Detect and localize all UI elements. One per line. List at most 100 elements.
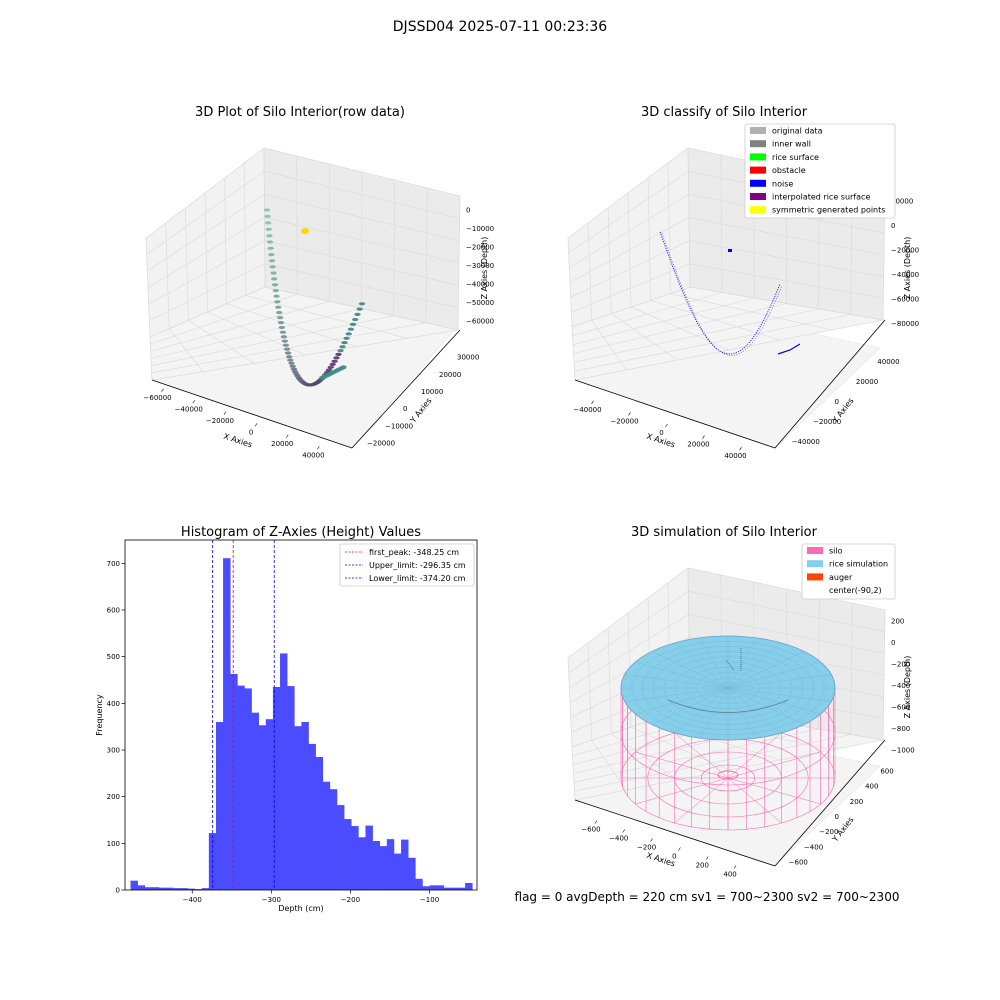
plot2-z-tick-label: 20000: [891, 197, 913, 205]
plot4-y-axis: [574, 799, 776, 867]
plot2-legend-label: symmetric generated points: [772, 206, 885, 215]
plot1-zlabel: Z Axies (Depth): [480, 237, 489, 300]
hist-bar: [180, 888, 188, 890]
plot2-z-axis: [774, 319, 886, 449]
hist-bar: [151, 887, 160, 890]
plot1-x-tick: [192, 400, 195, 404]
plot1-point: [264, 214, 271, 218]
plot4-title: 3D simulation of Silo Interior: [631, 525, 818, 540]
plot1-point: [284, 351, 292, 355]
hist-bar: [194, 889, 203, 890]
plot4-x-tick-label: 0: [672, 853, 676, 861]
plot4-z-tick-label: −400: [891, 682, 910, 690]
plot2-legend: original data inner wall rice surface obsta…: [744, 123, 896, 219]
hist-bar: [258, 725, 267, 890]
plot1-point: [356, 307, 363, 311]
plot1-x-tick: [161, 388, 164, 392]
plot2-grid: [574, 314, 851, 372]
plot3-legend-label: Lower_limit: -374.20 cm: [369, 574, 466, 583]
plot2-y-axis: [574, 379, 776, 449]
plot-histogram: Histogram of Z-Axies (Height) Values −40…: [95, 525, 478, 913]
plot2-noise-curve: [777, 343, 801, 355]
plot1-point: [277, 321, 285, 325]
plot1-x-tick-label: 20000: [271, 440, 293, 448]
plot1-point: [327, 365, 334, 369]
plot1-point: [329, 362, 336, 366]
plot2-legend-swatch: [750, 140, 766, 148]
hist-bar: [386, 839, 395, 890]
plot1-x-tick-label: −40000: [175, 405, 203, 413]
plot2-z-tick-label: −40000: [891, 271, 919, 279]
plot2-y-tick-label: −40000: [792, 438, 820, 446]
hist-bar: [379, 846, 388, 890]
plot2-x-tick: [665, 423, 668, 428]
plot3-y-tick-label: 600: [107, 607, 120, 615]
plot4-x-tick: [650, 838, 653, 842]
plot4-y-tick-label: 400: [865, 783, 878, 791]
plot1-point: [279, 330, 287, 334]
plot2-x-tick-label: 0: [659, 429, 663, 437]
hist-bar: [465, 883, 473, 890]
rice-mesh-spoke: [700, 637, 729, 689]
plot2-x-tick-label: 20000: [687, 441, 709, 449]
plot1-point: [341, 341, 348, 345]
plot1-grid: [457, 195, 461, 331]
hist-bar: [450, 887, 459, 890]
plot3-y-tick-label: 200: [107, 793, 120, 801]
plot1-point: [275, 305, 282, 309]
hist-bar: [329, 789, 338, 890]
plot4-x-tick-label: −400: [609, 835, 628, 843]
plot1-x-tick-label: −20000: [206, 417, 234, 425]
plot1-point: [287, 358, 294, 362]
plot1-point: [271, 283, 279, 287]
plot1-point: [269, 265, 276, 269]
plot1-point: [281, 339, 289, 343]
plot1-yellow-cluster: [301, 228, 309, 234]
plot1-point: [347, 327, 355, 331]
plot1-point: [343, 336, 350, 340]
plot2-legend-label: obstacle: [772, 166, 806, 175]
plot4-legend-label: rice simulation: [829, 560, 888, 569]
plot4-legend-box: [801, 543, 896, 600]
plot4-legend-label: center(-90,2): [829, 586, 882, 595]
silo-floor-spoke: [635, 751, 729, 779]
plot1-point: [267, 246, 274, 250]
plot4-legend-swatch: [807, 573, 823, 581]
plot4-z-tick-label: −1000: [891, 746, 915, 754]
plot1-point: [337, 349, 344, 353]
hist-bar: [301, 722, 309, 890]
plot3-y-tick-label: 700: [107, 560, 120, 568]
plot3-legend-label: first_peak: -348.25 cm: [369, 548, 459, 557]
plot2-x-tick-label: −20000: [610, 417, 638, 425]
plot1-point: [288, 361, 295, 365]
plot2-legend-swatch: [750, 127, 766, 134]
plot1-point: [274, 300, 281, 304]
plot1-grid: [263, 147, 266, 288]
plot1-axes: −60000−40000−2000002000040000−20000−1000…: [144, 147, 494, 459]
plot2-z-tick-label: 0: [891, 222, 895, 230]
plot3-legend-box: [339, 543, 475, 587]
plot-simulation: 3D simulation of Silo Interior −600 −400 −…: [567, 525, 915, 879]
plot1-z-tick-label: −50000: [466, 299, 494, 307]
plot1-point: [276, 310, 283, 315]
plot2-data: [659, 231, 801, 356]
plot3-y-tick-label: 100: [107, 840, 120, 848]
plot2-grid: [689, 286, 884, 321]
plot4-x-tick-label: −600: [581, 826, 600, 834]
hist-bar: [443, 887, 452, 890]
plot1-point: [340, 365, 347, 370]
plot4-legend-swatch: [807, 560, 823, 568]
hist-bar: [287, 686, 295, 890]
plot2-noise-curve: [661, 233, 783, 356]
plot3-reference-lines: [212, 540, 275, 890]
plot2-legend-swatch: [750, 193, 766, 200]
silo-floor-spoke: [727, 777, 821, 805]
plot1-point: [331, 359, 338, 363]
rice-mesh-spoke: [674, 642, 729, 689]
plot4-z-tick-label: 0: [891, 639, 895, 647]
plot4-y-tick-label: 600: [880, 768, 893, 776]
plot1-z-axis: [351, 329, 461, 449]
plot1-title: 3D Plot of Silo Interior(row data): [195, 105, 405, 120]
plot2-legend-label: rice surface: [772, 153, 819, 162]
